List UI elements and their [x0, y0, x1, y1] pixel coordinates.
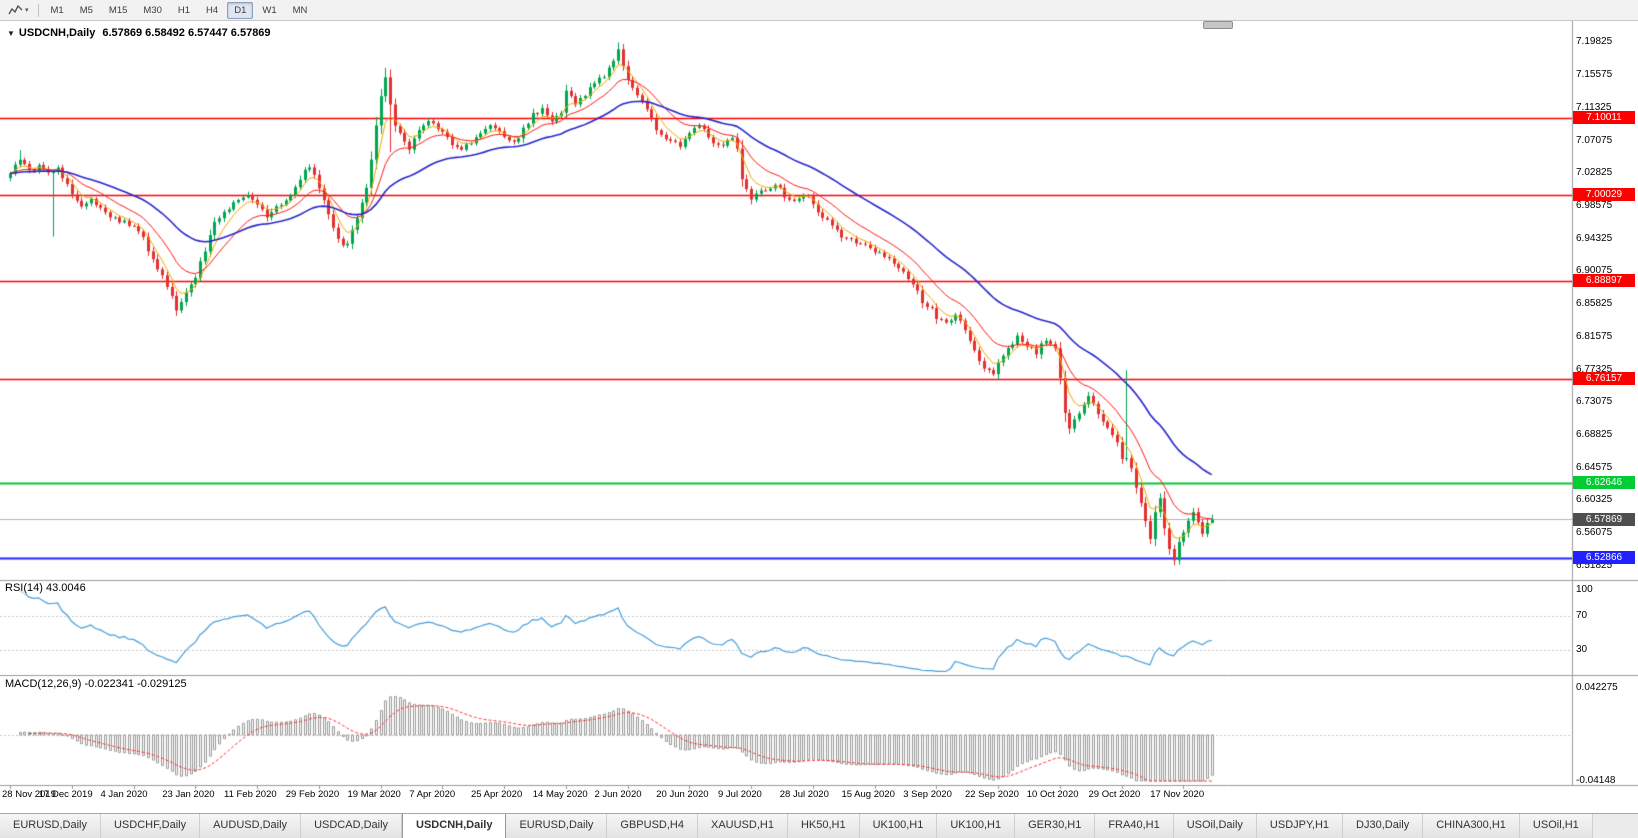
chart-title-symbol: USDCNH,Daily [18, 27, 96, 39]
date-axis-label: 28 Jul 2020 [779, 789, 829, 800]
price-axis-label: 7.02825 [1576, 167, 1613, 179]
price-axis-label: 7.07075 [1576, 134, 1613, 146]
chevron-down-icon: ▾ [25, 7, 29, 14]
chart-tab-usdcnh-daily[interactable]: USDCNH,Daily [402, 814, 507, 838]
macd-indicator-label: MACD(12,26,9) -0.022341 -0.029125 [5, 678, 187, 690]
timeframe-toolbar: ▾ M1 M5 M15 M30 H1 H4 D1 W1 MN [0, 0, 1638, 21]
price-axis-label: 6.77325 [1576, 363, 1613, 375]
date-axis-label: 11 Feb 2020 [224, 789, 277, 800]
price-axis-label: 7.11325 [1576, 101, 1612, 113]
chart-tabs-bar: EURUSD,Daily USDCHF,Daily AUDUSD,Daily USDC… [0, 813, 1638, 838]
toolbar-separator [37, 3, 39, 17]
price-axis-label: 6.51825 [1576, 559, 1613, 571]
date-axis-label: 17 Dec 2019 [38, 789, 93, 800]
price-axis-label: 6.68825 [1576, 429, 1613, 441]
chart-tools-icon[interactable]: ▾ [4, 3, 33, 17]
price-axis-label: 6.64575 [1576, 461, 1613, 473]
collapse-icon[interactable]: ▼ [7, 29, 15, 38]
chart-tab-china300-h1[interactable]: CHINA300,H1 [1423, 814, 1520, 838]
current-price-badge: 6.57869 [1573, 512, 1635, 526]
date-axis-label: 22 Sep 2020 [965, 789, 1019, 800]
macd-axis-label: -0.04148 [1576, 775, 1616, 786]
rsi-indicator-label: RSI(14) 43.0046 [5, 582, 86, 594]
timeframe-button-m1[interactable]: M1 [50, 4, 64, 16]
date-axis-label: 7 Apr 2020 [409, 789, 456, 800]
timeframe-button-m5[interactable]: M5 [79, 4, 93, 16]
timeframe-button-w1[interactable]: W1 [262, 4, 277, 16]
timeframe-button-m15[interactable]: M15 [108, 4, 128, 16]
chart-tab-eurusd-daily[interactable]: EURUSD,Daily [0, 814, 101, 838]
date-axis-label: 2 Jun 2020 [594, 789, 642, 800]
price-axis-label: 6.73075 [1576, 396, 1613, 408]
line-chart-icon [8, 4, 23, 15]
price-axis-label: 7.15575 [1576, 69, 1613, 81]
timeframe-button-mn[interactable]: MN [292, 4, 308, 16]
date-axis-label: 29 Oct 2020 [1088, 789, 1141, 800]
chart-tab-usoil-daily[interactable]: USOil,Daily [1173, 814, 1257, 838]
date-axis-label: 15 Aug 2020 [841, 789, 895, 800]
price-axis-label: 6.98575 [1576, 199, 1613, 211]
price-level-badge[interactable]: 6.62646 [1573, 476, 1635, 490]
date-axis-label: 14 May 2020 [532, 789, 588, 800]
price-axis-label: 6.85825 [1576, 298, 1613, 310]
chart-tab-uk100-h1[interactable]: UK100,H1 [937, 814, 1016, 838]
chart-title-ohlc: 6.57869 6.58492 6.57447 6.57869 [102, 27, 271, 39]
timeframe-button-h1[interactable]: H1 [177, 4, 191, 16]
date-axis-label: 17 Nov 2020 [1150, 789, 1205, 800]
price-level-badge[interactable]: 6.88897 [1573, 274, 1635, 287]
chart-tab-gbpusd-h4[interactable]: GBPUSD,H4 [607, 814, 698, 838]
timeframe-buttons: M1 M5 M15 M30 H1 H4 D1 W1 MN [44, 1, 315, 19]
chart-tab-fra40-h1[interactable]: FRA40,H1 [1095, 814, 1174, 838]
price-axis-label: 6.81575 [1576, 330, 1613, 342]
chart-tab-hk50-h1[interactable]: HK50,H1 [787, 814, 860, 838]
chart-scrollbar-thumb[interactable] [1203, 21, 1233, 29]
chart-tab-usdcad-daily[interactable]: USDCAD,Daily [301, 814, 403, 838]
chart-title: ▼ USDCNH,Daily 6.57869 6.58492 6.57447 6.5… [7, 27, 271, 39]
chart-tab-audusd-daily[interactable]: AUDUSD,Daily [200, 814, 302, 838]
rsi-axis-label: 30 [1576, 643, 1588, 655]
price-axis-label: 6.90075 [1576, 265, 1613, 277]
price-level-badge[interactable]: 6.76157 [1573, 372, 1635, 386]
timeframe-button-d1[interactable]: D1 [227, 1, 254, 19]
price-axis-label: 6.94325 [1576, 232, 1613, 244]
chart-tab-ger30-h1[interactable]: GER30,H1 [1015, 814, 1096, 838]
price-axis-label: 7.19825 [1576, 36, 1613, 48]
date-axis-label: 20 Jun 2020 [656, 789, 709, 800]
price-level-badge[interactable]: 6.52866 [1573, 551, 1635, 565]
price-level-badge[interactable]: 7.10011 [1573, 111, 1635, 125]
date-axis-label: 3 Sep 2020 [903, 789, 952, 800]
date-axis-label: 29 Feb 2020 [285, 789, 340, 800]
macd-axis-label: 0.042275 [1576, 682, 1618, 693]
timeframe-button-m30[interactable]: M30 [143, 4, 162, 16]
price-axis-label: 6.60325 [1576, 494, 1613, 506]
date-axis-label: 28 Nov 2019 [2, 789, 56, 800]
chart-tab-dj30-daily[interactable]: DJ30,Daily [1343, 814, 1424, 838]
date-axis-label: 9 Jul 2020 [718, 789, 762, 800]
price-axis-label: 6.56075 [1576, 527, 1613, 539]
chart-tab-uk100-h1[interactable]: UK100,H1 [859, 814, 938, 838]
chart-tab-xauusd-h1[interactable]: XAUUSD,H1 [697, 814, 788, 838]
date-axis-label: 23 Jan 2020 [162, 789, 215, 800]
rsi-axis-label: 70 [1576, 609, 1588, 621]
chart-tab-usoil-h1[interactable]: USOil,H1 [1519, 814, 1593, 838]
date-axis-label: 10 Oct 2020 [1026, 789, 1079, 800]
chart-tab-eurusd-daily[interactable]: EURUSD,Daily [506, 814, 608, 838]
date-axis-label: 4 Jan 2020 [100, 789, 148, 800]
chart-tab-usdchf-daily[interactable]: USDCHF,Daily [100, 814, 201, 838]
price-level-badge[interactable]: 7.00029 [1573, 188, 1635, 202]
date-axis-label: 19 Mar 2020 [347, 789, 401, 800]
chart-tab-usdjpy-h1[interactable]: USDJPY,H1 [1256, 814, 1344, 838]
rsi-axis-label: 100 [1576, 584, 1593, 595]
date-axis-label: 25 Apr 2020 [471, 789, 523, 800]
timeframe-button-h4[interactable]: H4 [206, 4, 219, 16]
